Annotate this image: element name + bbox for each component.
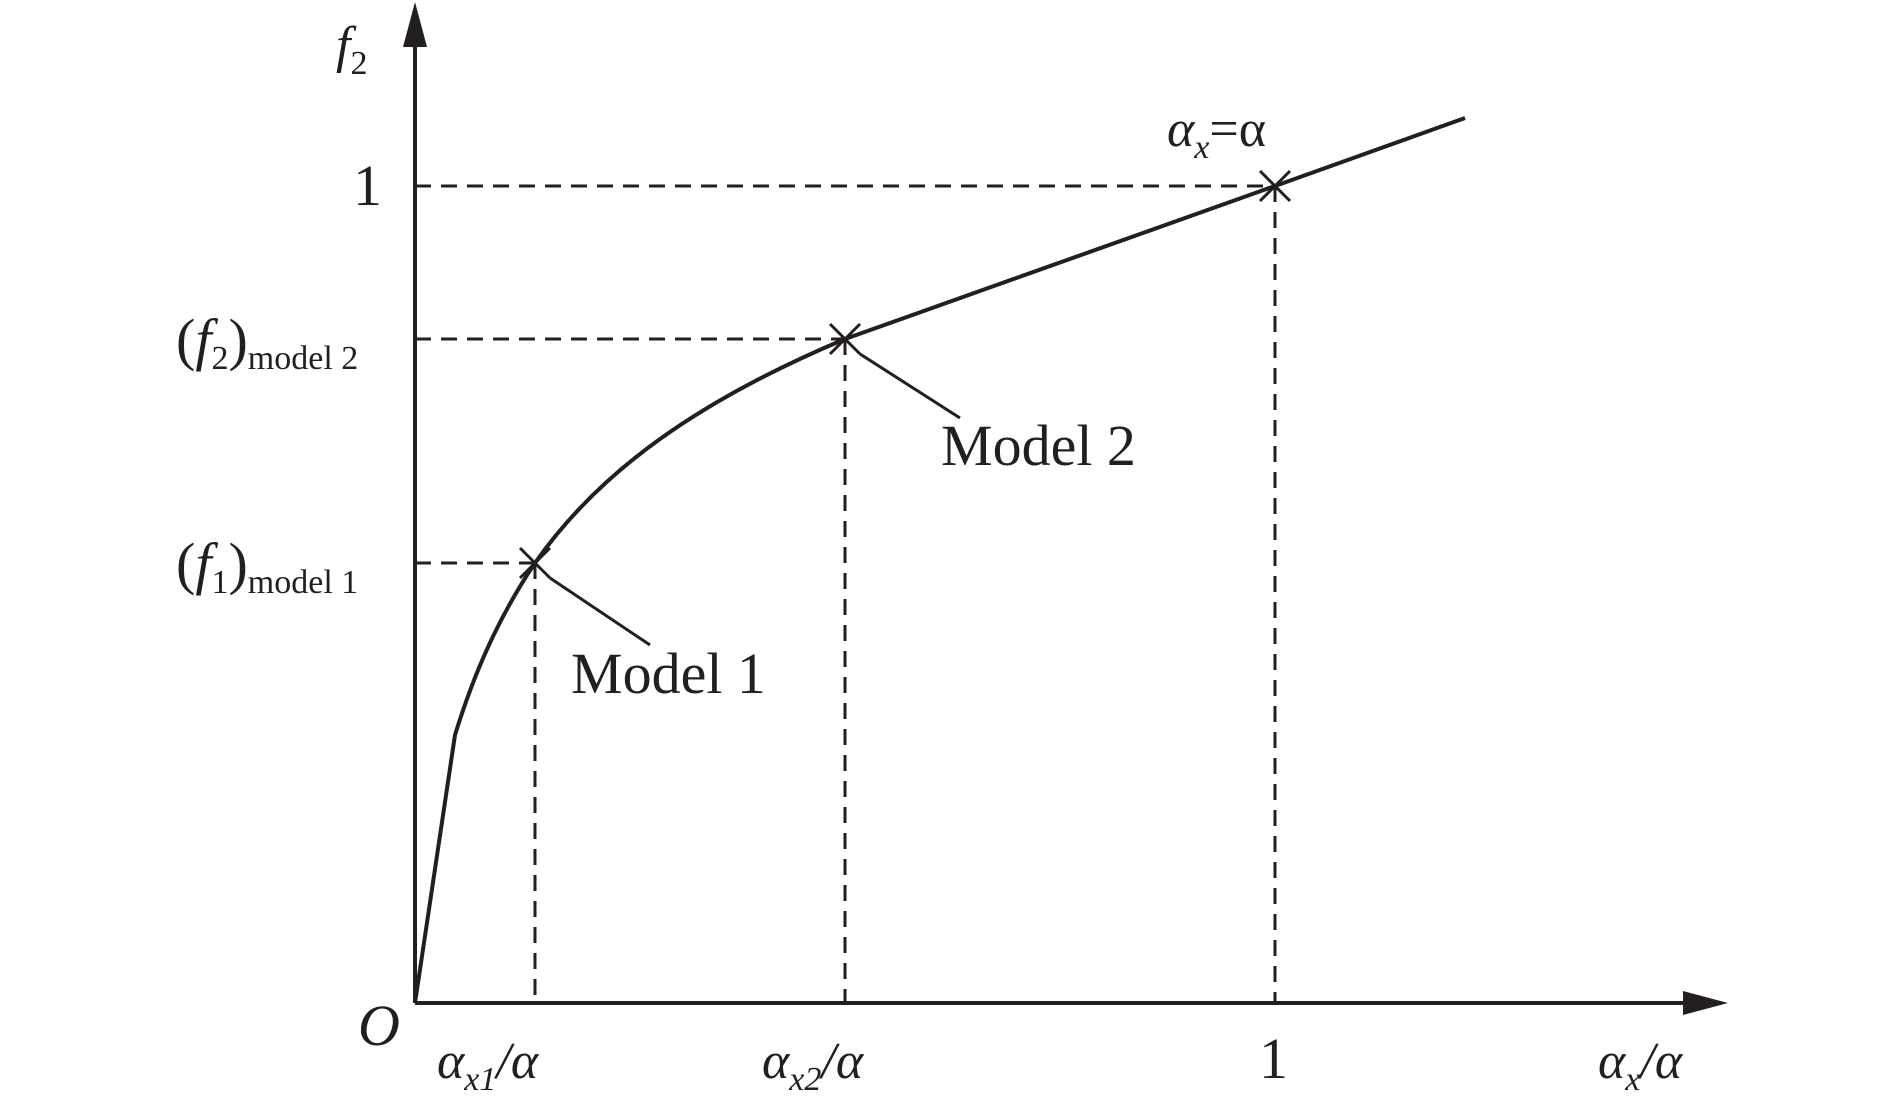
f2-curve bbox=[413, 116, 1466, 1004]
x-axis-arrowhead bbox=[1683, 991, 1728, 1015]
cross-marker-one bbox=[1258, 169, 1292, 203]
x-tick-one: 1 bbox=[1259, 1026, 1288, 1091]
leader-model1 bbox=[549, 576, 651, 647]
leader-model2 bbox=[859, 352, 961, 420]
y-tick-model2: (f2)model 2 bbox=[176, 307, 358, 377]
cross-marker-model2 bbox=[828, 322, 862, 356]
annotation-model2: Model 2 bbox=[941, 413, 1136, 478]
y-axis-arrowhead bbox=[403, 2, 427, 47]
guide-lines bbox=[415, 184, 1277, 1003]
axes bbox=[403, 2, 1728, 1015]
y-tick-model1: (f1)model 1 bbox=[176, 531, 358, 601]
x-tick-alpha-x1: αx1/α bbox=[437, 1033, 540, 1098]
cross-marker-model1 bbox=[518, 546, 552, 580]
y-axis-label: f2 bbox=[336, 17, 367, 82]
x-tick-alpha-x2: αx2/α bbox=[762, 1033, 865, 1098]
y-tick-one: 1 bbox=[353, 153, 382, 218]
annotation-alpha-x-equals-alpha: αx=α bbox=[1167, 101, 1266, 166]
annotation-model1: Model 1 bbox=[571, 641, 766, 706]
origin-label: O bbox=[358, 993, 400, 1058]
x-axis-label: αx/α bbox=[1598, 1033, 1684, 1098]
